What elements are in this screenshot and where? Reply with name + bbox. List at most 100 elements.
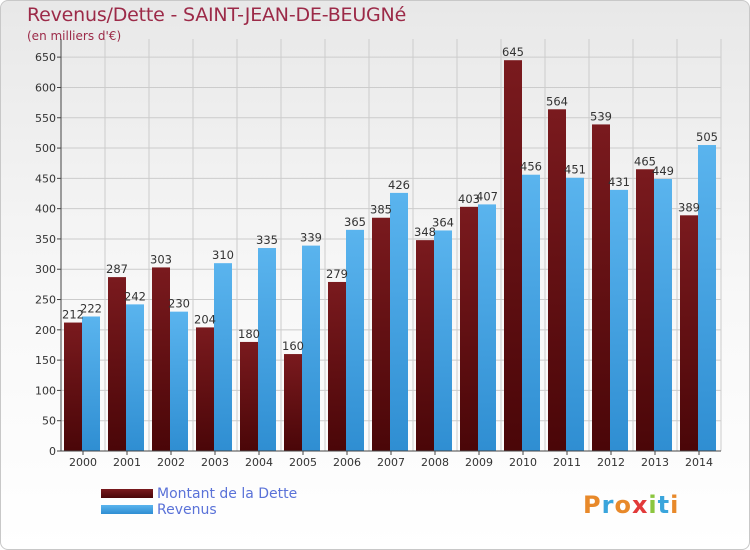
- revenue-data-label: 365: [344, 215, 366, 229]
- revenue-data-label: 339: [300, 231, 322, 245]
- debt-bar: [108, 277, 126, 451]
- x-tick-label: 2007: [377, 456, 405, 469]
- axes: 0 50 100 150 200 250 300 350 400 450 500 550 600 650 2…: [35, 39, 721, 469]
- debt-data-label: 389: [678, 200, 700, 214]
- x-tick-label: 2004: [245, 456, 273, 469]
- revenue-data-label: 222: [80, 301, 102, 315]
- debt-data-label: 539: [590, 109, 612, 123]
- chart-subtitle: (en milliers d'€): [27, 29, 122, 43]
- x-tick-label: 2014: [685, 456, 713, 469]
- debt-bar: [284, 354, 302, 451]
- y-tick-label: 450: [35, 172, 56, 185]
- logo-letter: i: [670, 491, 680, 519]
- y-tick-label: 0: [49, 445, 56, 458]
- revenue-data-label: 426: [388, 178, 410, 192]
- revenue-bar: [126, 304, 144, 451]
- legend-label-revenue: Revenus: [157, 502, 217, 518]
- revenue-bar: [302, 245, 320, 451]
- revenue-data-label: 505: [696, 130, 718, 144]
- revenue-bar: [170, 311, 188, 451]
- debt-data-label: 348: [414, 225, 436, 239]
- y-tick-label: 100: [35, 384, 56, 397]
- debt-bar: [592, 124, 610, 451]
- y-tick-label: 150: [35, 354, 56, 367]
- revenue-bar: [214, 263, 232, 451]
- revenue-bar: [610, 189, 628, 452]
- debt-data-label: 279: [326, 267, 348, 281]
- y-tick-label: 550: [35, 112, 56, 125]
- debt-bar: [548, 109, 566, 452]
- revenue-data-label: 242: [124, 289, 146, 303]
- debt-bar: [152, 267, 170, 451]
- y-tick-label: 650: [35, 51, 56, 64]
- y-tick-label: 350: [35, 233, 56, 246]
- proxiti-logo: Proxiti: [583, 491, 679, 519]
- revenue-data-label: 335: [256, 233, 278, 247]
- debt-data-label: 465: [634, 154, 656, 168]
- debt-data-label: 160: [282, 339, 304, 353]
- logo-letter: r: [601, 491, 615, 519]
- x-tick-label: 2011: [553, 456, 581, 469]
- revenue-data-label: 431: [608, 175, 630, 189]
- x-tick-label: 2003: [201, 456, 229, 469]
- debt-data-label: 204: [194, 312, 216, 326]
- chart-title: Revenus/Dette - SAINT-JEAN-DE-BEUGNé: [27, 4, 407, 26]
- x-tick-label: 2008: [421, 456, 449, 469]
- x-tick-label: 2012: [597, 456, 625, 469]
- x-tick-label: 2006: [333, 456, 361, 469]
- logo-letter: i: [648, 491, 658, 519]
- revenue-data-label: 456: [520, 160, 542, 174]
- debt-bar: [64, 322, 82, 451]
- bars: [64, 60, 716, 452]
- x-tick-label: 2005: [289, 456, 317, 469]
- debt-bar: [328, 281, 346, 451]
- y-tick-label: 300: [35, 263, 56, 276]
- revenue-data-label: 364: [432, 215, 454, 229]
- x-tick-label: 2013: [641, 456, 669, 469]
- debt-bar: [504, 60, 522, 452]
- debt-bar: [680, 215, 698, 451]
- debt-data-label: 287: [106, 262, 128, 276]
- debt-bar: [416, 240, 434, 451]
- revenue-bar: [654, 178, 672, 452]
- revenue-data-label: 407: [476, 189, 498, 203]
- revenue-bar: [522, 174, 540, 451]
- revenue-bar: [698, 145, 716, 451]
- logo-letter: P: [583, 491, 602, 519]
- debt-bar: [460, 206, 478, 451]
- x-tick-label: 2010: [509, 456, 537, 469]
- revenue-bar: [390, 192, 408, 452]
- x-tick-label: 2000: [69, 456, 97, 469]
- revenue-bar: [478, 204, 496, 451]
- revenue-data-label: 230: [168, 297, 190, 311]
- revenue-bar: [434, 230, 452, 451]
- y-tick-label: 50: [42, 415, 56, 428]
- y-tick-label: 500: [35, 142, 56, 155]
- debt-data-label: 564: [546, 94, 568, 108]
- revenue-bar: [258, 248, 276, 451]
- x-tick-label: 2002: [157, 456, 185, 469]
- logo-letter: t: [657, 491, 671, 519]
- legend-label-debt: Montant de la Dette: [157, 486, 298, 502]
- debt-bar: [240, 341, 258, 451]
- debt-data-label: 303: [150, 252, 172, 266]
- revenue-data-label: 310: [212, 248, 234, 262]
- legend-swatch-debt: [101, 489, 153, 498]
- debt-data-label: 645: [502, 45, 524, 59]
- debt-bar: [636, 169, 654, 451]
- debt-bar: [196, 327, 214, 451]
- revenue-data-label: 449: [652, 164, 674, 178]
- debt-data-label: 180: [238, 327, 260, 341]
- debt-data-label: 385: [370, 203, 392, 217]
- legend-swatch-revenue: [101, 505, 153, 514]
- revenue-bar: [82, 316, 100, 451]
- revenue-bar: [566, 177, 584, 451]
- debt-data-label: 403: [458, 192, 480, 206]
- y-tick-label: 600: [35, 81, 56, 94]
- logo-letter: o: [614, 491, 632, 519]
- x-tick-label: 2009: [465, 456, 493, 469]
- x-tick-label: 2001: [113, 456, 141, 469]
- revenue-bar: [346, 229, 364, 451]
